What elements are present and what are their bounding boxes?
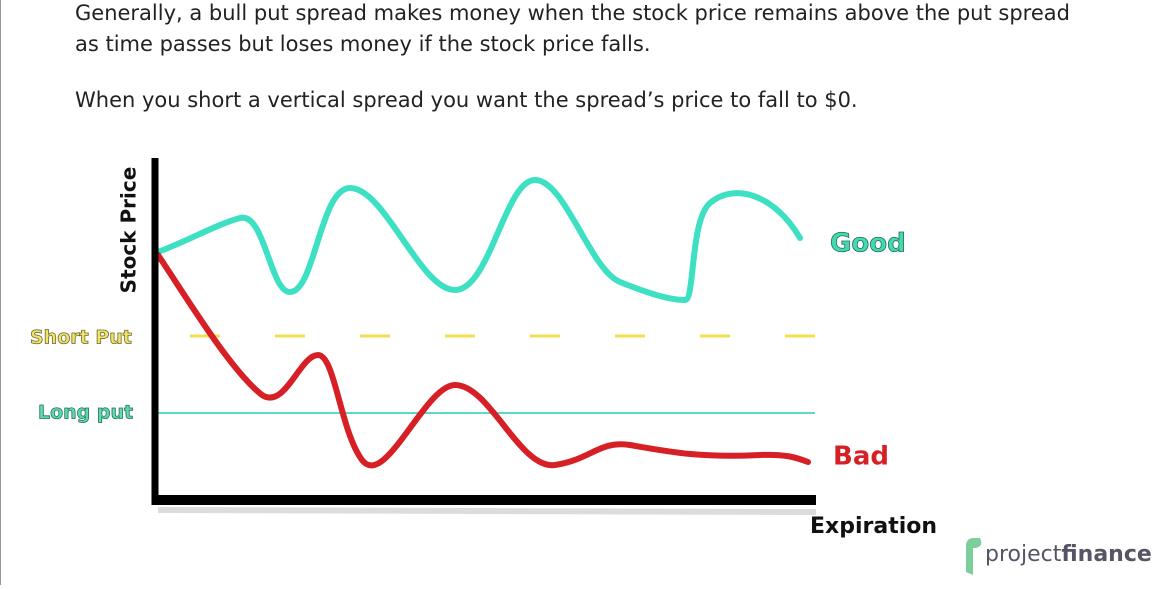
logo-part: finance	[1061, 542, 1151, 567]
paragraph: When you short a vertical spread you wan…	[75, 88, 858, 112]
x-axis-label: Expiration	[810, 514, 937, 539]
y-axis-label: Stock Price	[117, 167, 141, 294]
logo-icon	[966, 538, 982, 575]
good-label: Good	[830, 229, 906, 259]
axis-shadow	[157, 507, 817, 515]
paragraph-line: as time passes but loses money if the st…	[75, 32, 651, 56]
bad-label: Bad	[833, 442, 889, 472]
good-path	[155, 176, 803, 304]
logo-part: project	[985, 542, 1062, 567]
long-put-label: Long put	[38, 402, 133, 424]
short-put-label: Short Put	[30, 327, 132, 349]
paragraph-line: Generally, a bull put spread makes money…	[75, 1, 1070, 25]
logo: projectfinance	[985, 542, 1152, 567]
bad-path	[155, 252, 811, 469]
